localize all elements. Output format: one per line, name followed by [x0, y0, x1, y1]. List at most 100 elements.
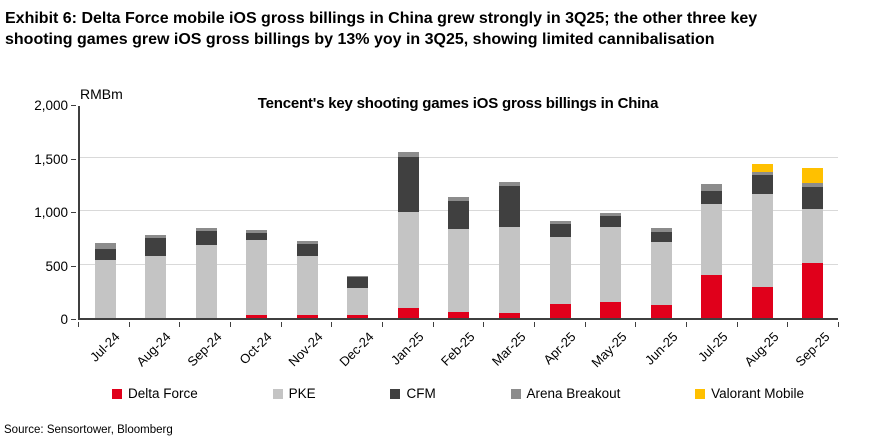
legend-swatch-icon: [112, 388, 122, 399]
y-axis-unit-label: RMBm: [80, 86, 123, 102]
segment-delta-force-nov-24: [296, 314, 318, 318]
exhibit-title: Exhibit 6: Delta Force mobile iOS gross …: [5, 10, 758, 48]
x-axis-label-aug-25: Aug-25: [741, 329, 782, 370]
segment-delta-force-may-25: [600, 301, 622, 318]
bar-slot-aug-24: [131, 106, 182, 318]
segment-pke-aug-24: [145, 256, 167, 318]
x-axis-tick: [736, 322, 738, 327]
segment-arena-breakout-aug-24: [145, 235, 167, 239]
legend-swatch-icon: [390, 388, 401, 399]
segment-arena-breakout-oct-24: [246, 230, 268, 233]
segment-pke-sep-24: [195, 244, 217, 318]
segment-pke-jun-25: [650, 242, 672, 306]
segment-delta-force-apr-25: [549, 304, 571, 318]
x-axis-tick: [432, 322, 434, 327]
y-axis-label-1,500: 1,500: [34, 151, 68, 167]
bar-sep-25: [802, 168, 824, 318]
x-axis-tick: [280, 322, 282, 327]
segment-cfm-aug-24: [145, 238, 167, 257]
bar-nov-24: [296, 240, 318, 318]
segment-arena-breakout-dec-24: [347, 275, 369, 278]
x-axis-tick: [534, 322, 535, 327]
segment-delta-force-mar-25: [499, 312, 521, 318]
segment-cfm-mar-25: [499, 185, 521, 228]
segment-cfm-dec-24: [347, 277, 369, 289]
legend-item-arena-breakout: Arena Breakout: [510, 386, 621, 401]
legend-label: Arena Breakout: [526, 386, 621, 401]
x-axis-tick: [179, 322, 181, 327]
bar-sep-24: [195, 228, 217, 318]
segment-arena-breakout-apr-25: [549, 221, 571, 224]
plot-area: [78, 106, 838, 320]
segment-cfm-oct-24: [246, 232, 268, 241]
legend-label: Valorant Mobile: [711, 386, 804, 401]
segment-arena-breakout-jul-25: [701, 184, 723, 191]
segment-cfm-apr-25: [549, 223, 571, 238]
segment-pke-aug-25: [751, 193, 773, 287]
bar-slot-dec-24: [333, 106, 384, 318]
bar-slot-sep-24: [181, 106, 232, 318]
segment-pke-may-25: [600, 226, 622, 302]
segment-arena-breakout-jul-24: [94, 242, 116, 249]
segment-pke-mar-25: [499, 227, 521, 313]
bar-apr-25: [549, 221, 571, 318]
x-axis-label-jan-25: Jan-25: [388, 329, 427, 368]
segment-valorant-mobile-aug-25: [751, 163, 773, 172]
segment-pke-nov-24: [296, 256, 318, 315]
bar-slot-aug-25: [737, 106, 788, 318]
bar-feb-25: [448, 196, 470, 318]
x-axis-label-may-25: May-25: [588, 329, 630, 371]
y-axis-tick: [71, 158, 76, 160]
bar-jul-24: [94, 242, 116, 318]
segment-pke-sep-25: [802, 209, 824, 264]
segment-delta-force-dec-24: [347, 314, 369, 318]
segment-arena-breakout-mar-25: [499, 181, 521, 186]
source-note: Source: Sensortower, Bloomberg: [4, 424, 173, 436]
segment-arena-breakout-feb-25: [448, 196, 470, 201]
x-axis-tick: [78, 322, 79, 327]
bar-slot-apr-25: [535, 106, 586, 318]
legend-item-pke: PKE: [272, 386, 316, 401]
y-axis-tick: [71, 265, 76, 267]
segment-arena-breakout-nov-24: [296, 240, 318, 244]
segment-delta-force-aug-25: [751, 286, 773, 318]
x-axis-tick: [331, 322, 333, 327]
segment-cfm-jun-25: [650, 231, 672, 243]
bar-mar-25: [499, 181, 521, 318]
segment-arena-breakout-may-25: [600, 213, 622, 217]
x-axis-tick: [787, 322, 789, 327]
bar-slot-oct-24: [232, 106, 283, 318]
bar-jun-25: [650, 228, 672, 318]
chart-legend: Delta Force PKE CFM Arena Breakout Valorant …: [112, 386, 804, 401]
legend-label: Delta Force: [128, 386, 198, 401]
bar-aug-25: [751, 163, 773, 318]
stacked-bar-chart: RMBm Tencent's key shooting games iOS gr…: [0, 86, 872, 386]
y-axis-tick: [71, 105, 76, 106]
segment-cfm-feb-25: [448, 200, 470, 230]
segment-delta-force-jun-25: [650, 305, 672, 318]
y-axis-label-2,000: 2,000: [34, 98, 68, 113]
x-axis-label-jul-25: Jul-25: [695, 329, 731, 365]
bar-slot-may-25: [585, 106, 636, 318]
y-axis-label-0: 0: [60, 312, 68, 327]
legend-swatch-icon: [510, 388, 521, 399]
x-axis-label-oct-24: Oct-24: [236, 329, 275, 368]
segment-valorant-mobile-sep-25: [802, 168, 824, 183]
x-axis-tick: [230, 322, 231, 327]
x-axis-label-dec-24: Dec-24: [336, 329, 377, 370]
segment-arena-breakout-jan-25: [397, 151, 419, 157]
bar-slot-jun-25: [636, 106, 687, 318]
legend-label: CFM: [406, 386, 436, 401]
bar-slot-jan-25: [383, 106, 434, 318]
x-axis-label-sep-25: Sep-25: [792, 329, 833, 370]
segment-pke-jul-24: [94, 260, 116, 318]
bar-jan-25: [397, 151, 419, 318]
x-axis-label-feb-25: Feb-25: [437, 329, 478, 369]
segment-delta-force-jul-25: [701, 275, 723, 318]
segment-pke-dec-24: [347, 288, 369, 315]
legend-swatch-icon: [272, 388, 283, 399]
legend-swatch-icon: [695, 388, 706, 399]
segment-cfm-jan-25: [397, 156, 419, 212]
bar-slot-sep-25: [787, 106, 838, 318]
